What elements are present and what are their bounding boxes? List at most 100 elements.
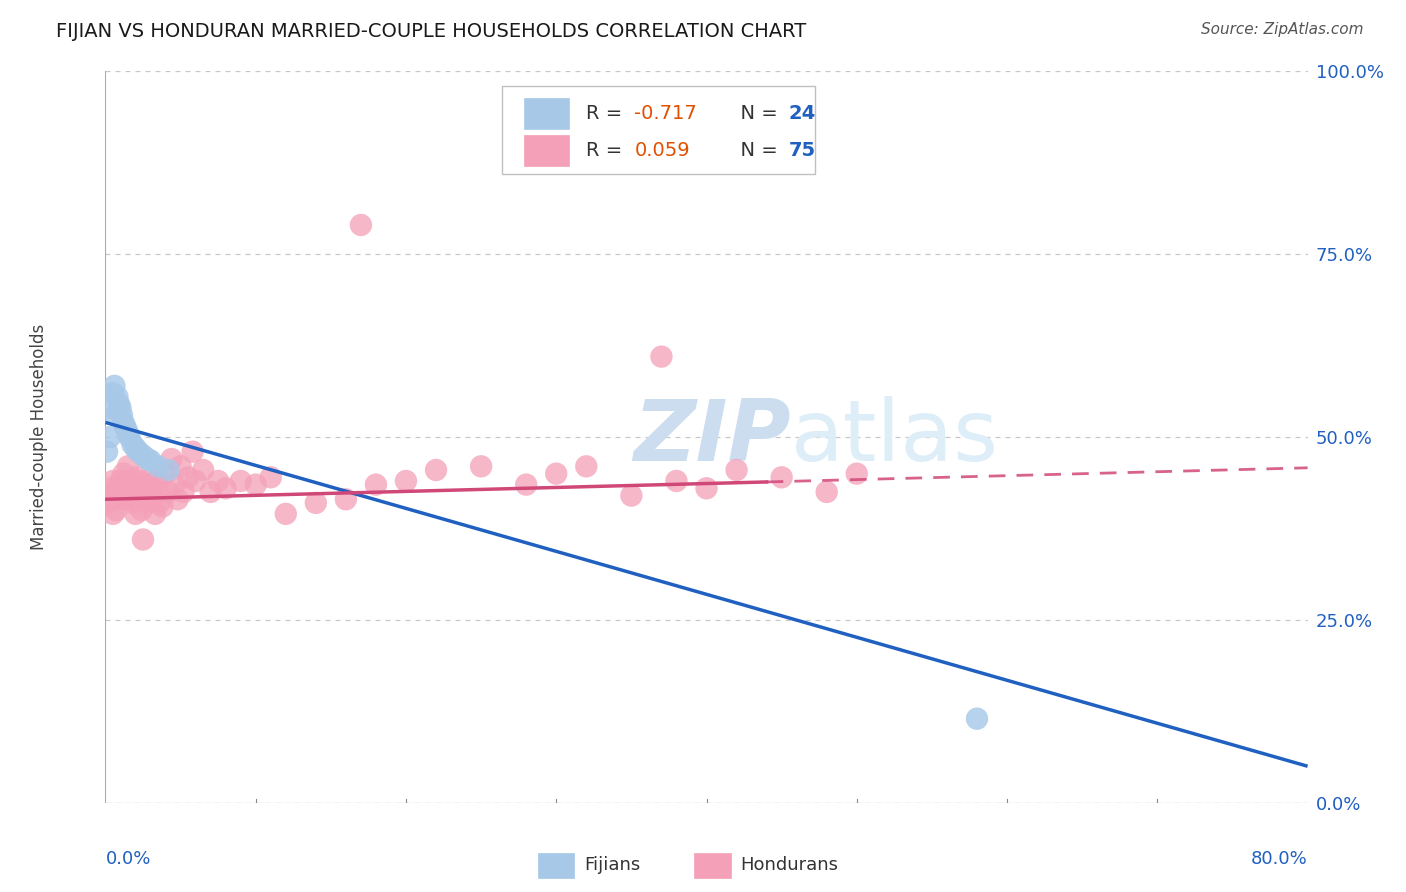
Point: [118, 430, 141, 444]
Point: [103, 379, 125, 393]
Point: [274, 507, 297, 521]
Text: ZIP: ZIP: [633, 395, 790, 479]
Point: [620, 489, 643, 503]
Point: [650, 350, 672, 364]
Point: [110, 401, 132, 415]
Point: [121, 496, 143, 510]
Point: [120, 474, 142, 488]
Text: 24: 24: [789, 104, 815, 123]
Point: [173, 485, 195, 500]
Point: [145, 474, 167, 488]
Point: [111, 408, 134, 422]
Point: [135, 477, 157, 491]
Point: [134, 492, 156, 507]
Text: Fijians: Fijians: [583, 856, 640, 874]
Text: Married-couple Households: Married-couple Households: [31, 324, 48, 550]
FancyBboxPatch shape: [524, 135, 569, 166]
Point: [665, 474, 688, 488]
Point: [214, 481, 236, 495]
Point: [166, 492, 188, 507]
Point: [191, 463, 214, 477]
Point: [143, 507, 166, 521]
Point: [546, 467, 568, 481]
Point: [575, 459, 598, 474]
Point: [207, 474, 229, 488]
Text: 0.059: 0.059: [634, 141, 690, 160]
Point: [132, 481, 155, 495]
Point: [146, 485, 169, 500]
Text: -0.717: -0.717: [634, 104, 697, 123]
Text: N =: N =: [728, 104, 785, 123]
Point: [115, 423, 138, 437]
Point: [96, 444, 118, 458]
Point: [696, 481, 718, 495]
Point: [124, 441, 146, 455]
Point: [245, 477, 267, 491]
FancyBboxPatch shape: [524, 98, 569, 129]
Point: [121, 437, 143, 451]
Point: [725, 463, 748, 477]
Point: [160, 452, 183, 467]
Point: [395, 474, 418, 488]
Point: [101, 474, 124, 488]
Point: [115, 477, 138, 491]
Point: [131, 503, 153, 517]
Point: [146, 459, 169, 474]
Text: 0.0%: 0.0%: [105, 850, 150, 868]
Point: [148, 496, 170, 510]
Point: [122, 481, 145, 495]
Point: [104, 503, 127, 517]
Point: [425, 463, 447, 477]
Point: [169, 459, 191, 474]
Text: N =: N =: [728, 141, 785, 160]
Point: [515, 477, 537, 491]
Point: [163, 477, 186, 491]
Point: [111, 489, 134, 503]
Point: [101, 507, 124, 521]
Point: [112, 416, 135, 430]
Point: [815, 485, 838, 500]
Point: [770, 470, 793, 484]
Point: [136, 474, 159, 488]
Point: [108, 397, 131, 411]
Point: [114, 419, 136, 434]
Point: [157, 485, 180, 500]
Point: [181, 444, 204, 458]
Text: R =: R =: [586, 104, 628, 123]
Point: [364, 477, 387, 491]
Point: [138, 496, 160, 510]
Point: [184, 474, 207, 488]
Point: [139, 453, 162, 467]
Point: [103, 489, 125, 503]
FancyBboxPatch shape: [502, 86, 814, 174]
Point: [112, 467, 135, 481]
Point: [118, 489, 141, 503]
Point: [141, 492, 163, 507]
Point: [350, 218, 373, 232]
Point: [98, 481, 121, 495]
Point: [104, 408, 127, 422]
Point: [110, 474, 132, 488]
Point: [96, 489, 118, 503]
Point: [125, 470, 148, 484]
Point: [155, 467, 177, 481]
Point: [177, 470, 200, 484]
Point: [200, 485, 222, 500]
Text: Hondurans: Hondurans: [740, 856, 838, 874]
Point: [470, 459, 492, 474]
Text: FIJIAN VS HONDURAN MARRIED-COUPLE HOUSEHOLDS CORRELATION CHART: FIJIAN VS HONDURAN MARRIED-COUPLE HOUSEH…: [56, 22, 807, 41]
Point: [107, 481, 129, 495]
Point: [97, 496, 120, 510]
Text: R =: R =: [586, 141, 628, 160]
FancyBboxPatch shape: [695, 854, 731, 878]
Point: [335, 492, 357, 507]
Point: [305, 496, 328, 510]
Point: [142, 489, 165, 503]
Point: [132, 449, 155, 463]
Point: [157, 463, 180, 477]
Point: [129, 474, 152, 488]
FancyBboxPatch shape: [538, 854, 574, 878]
Point: [98, 430, 121, 444]
Point: [117, 426, 139, 441]
Text: atlas: atlas: [790, 395, 998, 479]
